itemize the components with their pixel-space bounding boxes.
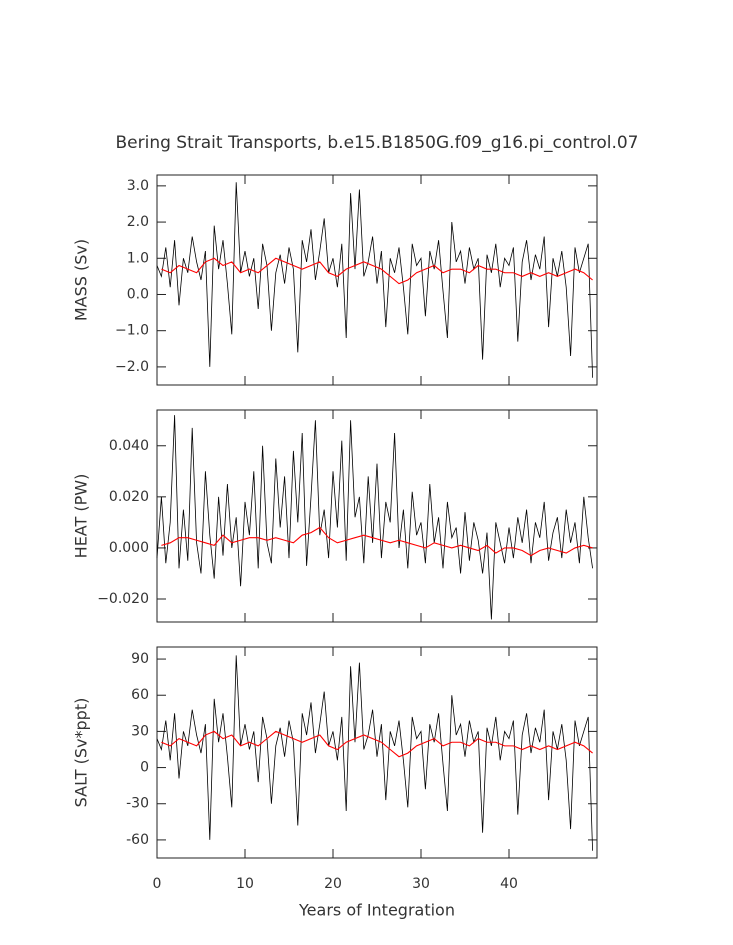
data-line: [156, 415, 593, 620]
y-tick-label: 0.000: [109, 540, 149, 556]
x-tick-label: 10: [236, 876, 254, 892]
x-tick-label: 0: [153, 876, 162, 892]
y-tick-label: −0.020: [97, 591, 149, 607]
plot-frame: [156, 409, 598, 623]
y-axis-label: HEAT (PW): [72, 474, 91, 559]
y-tick-label: 1.0: [127, 250, 149, 266]
y-tick-label: 0.040: [109, 438, 149, 454]
x-tick-label: 30: [412, 876, 430, 892]
y-tick-label: -30: [126, 796, 149, 812]
x-tick-label: 40: [500, 876, 518, 892]
data-line: [156, 182, 593, 378]
y-tick-label: 60: [131, 687, 149, 703]
x-axis-label: Years of Integration: [298, 901, 455, 920]
data-line: [161, 730, 593, 758]
y-tick-label: 2.0: [127, 214, 149, 230]
x-tick-label: 20: [324, 876, 342, 892]
y-axis-label: MASS (Sv): [72, 239, 91, 321]
y-tick-label: 0.0: [127, 286, 149, 302]
data-line: [161, 257, 593, 285]
y-tick-label: 90: [131, 651, 149, 667]
y-tick-label: 0: [140, 760, 149, 776]
y-tick-label: 3.0: [127, 178, 149, 194]
y-tick-label: 0.020: [109, 489, 149, 505]
data-line: [156, 655, 593, 851]
y-tick-label: −1.0: [115, 323, 149, 339]
plot-frame: [156, 174, 598, 386]
chart-title: Bering Strait Transports, b.e15.B1850G.f…: [115, 133, 638, 153]
y-tick-label: 30: [131, 723, 149, 739]
y-tick-label: -60: [126, 832, 149, 848]
data-line: [161, 526, 593, 557]
y-tick-label: −2.0: [115, 359, 149, 375]
plot-frame: [156, 646, 598, 859]
y-axis-label: SALT (Sv*ppt): [72, 698, 91, 808]
